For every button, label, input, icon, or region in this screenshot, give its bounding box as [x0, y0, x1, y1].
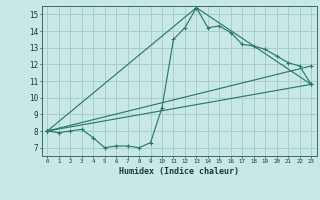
X-axis label: Humidex (Indice chaleur): Humidex (Indice chaleur): [119, 167, 239, 176]
